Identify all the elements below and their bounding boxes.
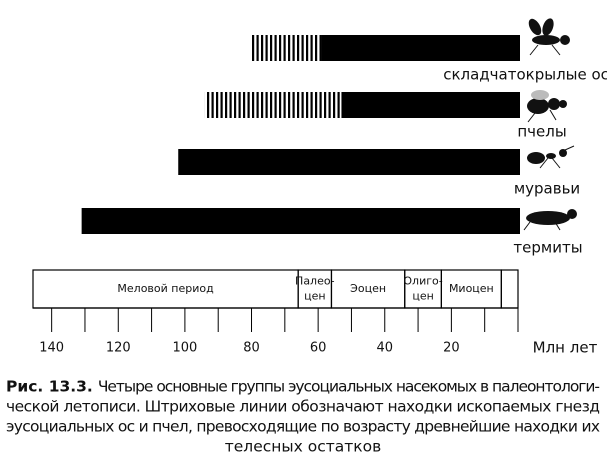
x-tick-label: 40 bbox=[376, 341, 393, 356]
caption-line: телесных остатков bbox=[225, 438, 382, 452]
ant-icon bbox=[527, 145, 575, 169]
x-axis-label: Млн лет bbox=[533, 339, 598, 357]
caption-line: Четыре основные группы эусоциальных насе… bbox=[98, 378, 600, 396]
period-box bbox=[500, 269, 519, 309]
period-label: цен bbox=[304, 290, 325, 303]
group-label: муравьи bbox=[514, 180, 580, 198]
bee-icon bbox=[527, 90, 567, 123]
period-label: цен bbox=[412, 290, 433, 303]
period-label: Эоцен bbox=[350, 282, 386, 295]
x-tick-label: 140 bbox=[39, 341, 64, 356]
x-tick-label: 120 bbox=[106, 341, 131, 356]
group-label: складчатокрылые осы bbox=[443, 66, 607, 84]
period-label: Олиго- bbox=[403, 275, 442, 288]
caption-line: эусоциальных ос и пчел, превосходящие по… bbox=[6, 418, 600, 436]
group-label: термиты bbox=[513, 239, 582, 257]
body-bar bbox=[81, 208, 520, 234]
caption-line: ческой летописи. Штриховые линии обознач… bbox=[6, 398, 600, 416]
period-label: Миоцен bbox=[449, 282, 494, 295]
nest-bar bbox=[251, 35, 322, 61]
wasp-icon bbox=[528, 18, 570, 56]
group-label: пчелы bbox=[517, 123, 566, 141]
body-bar bbox=[321, 35, 520, 61]
caption-label: Рис. 13.3. bbox=[6, 378, 93, 396]
x-tick-label: 100 bbox=[172, 341, 197, 356]
body-bar bbox=[178, 149, 520, 175]
body-bar bbox=[341, 92, 520, 118]
period-label: Меловой период bbox=[117, 282, 214, 295]
period-label: Палео- bbox=[295, 275, 335, 288]
x-tick-label: 60 bbox=[310, 341, 327, 356]
nest-bar bbox=[204, 92, 342, 118]
x-tick-label: 80 bbox=[243, 341, 260, 356]
x-tick-label: 20 bbox=[443, 341, 460, 356]
termite-icon bbox=[523, 209, 577, 231]
